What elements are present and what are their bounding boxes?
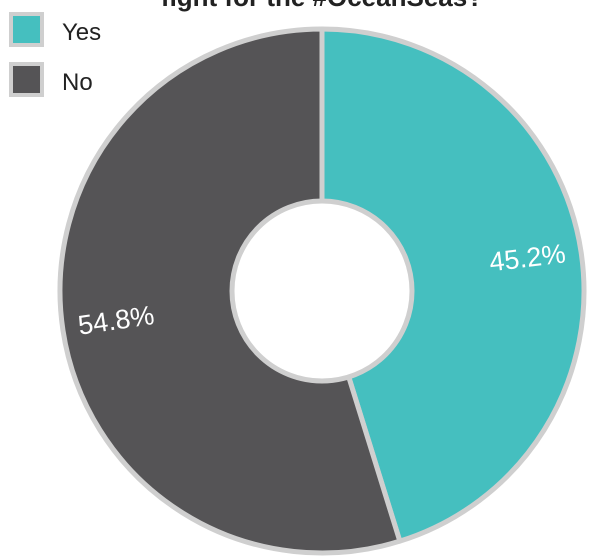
- legend-swatch-yes: [9, 12, 44, 47]
- legend-item-no: No: [9, 62, 93, 97]
- legend-label-yes: Yes: [62, 19, 101, 46]
- legend-label-no: No: [62, 69, 93, 96]
- legend: Yes No: [9, 12, 101, 97]
- donut-hole: [229, 198, 415, 384]
- chart-title: fight for the #OceanSeas?: [161, 0, 483, 12]
- slices-layer: [57, 26, 587, 556]
- legend-item-yes: Yes: [9, 12, 101, 47]
- legend-swatch-no: [9, 62, 44, 97]
- slice-yes: [319, 26, 587, 544]
